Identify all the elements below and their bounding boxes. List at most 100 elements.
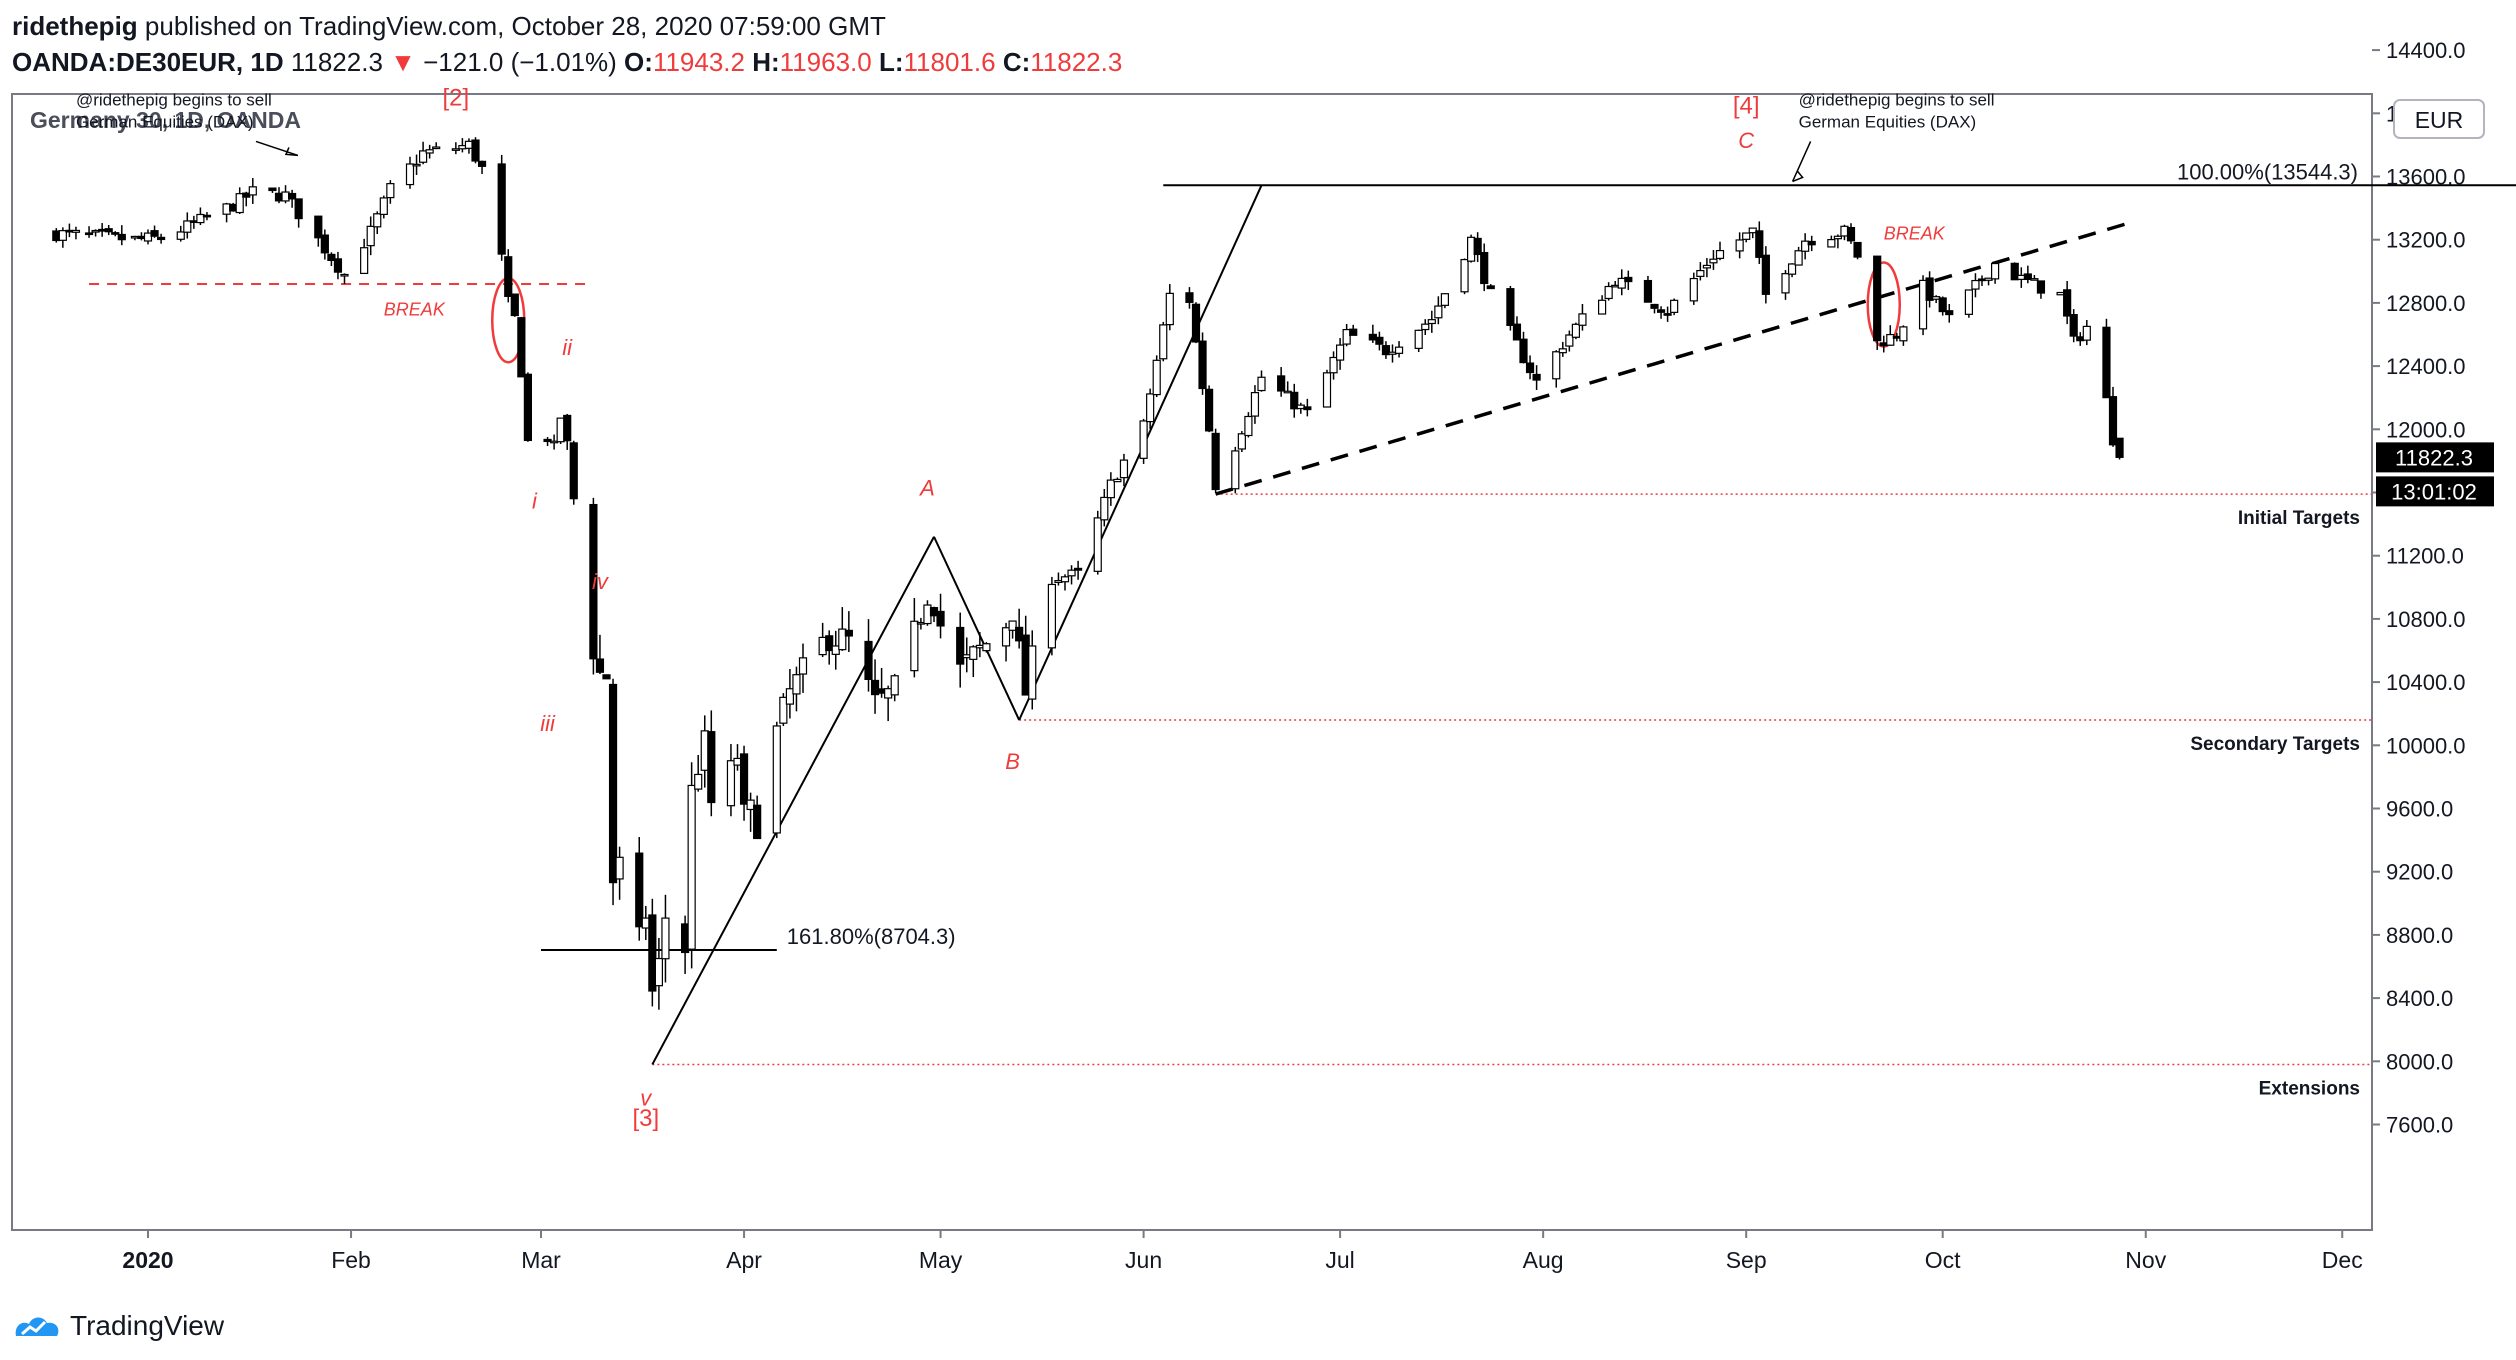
candle-body [1761, 254, 1770, 295]
candle-body [589, 503, 598, 660]
candle-body [510, 293, 519, 317]
candle-body [432, 146, 441, 150]
y-tick-label: 10400.0 [2386, 670, 2466, 695]
candle-body [1886, 333, 1895, 346]
candle-body [654, 957, 664, 987]
candle-body [176, 231, 185, 240]
wave-label: ii [562, 335, 573, 360]
candle-body [1755, 230, 1764, 258]
candle-body [1702, 264, 1712, 269]
candle-body [1375, 336, 1384, 345]
candle-body [1840, 225, 1849, 237]
candle-body [2076, 336, 2085, 342]
candle-body [982, 643, 991, 652]
low-label: L: [878, 47, 904, 77]
candle-body [739, 753, 749, 805]
ohlc-line: OANDA:DE30EUR, 1D 11822.3 ▼ −121.0 (−1.0… [12, 44, 1122, 80]
candle-body [1342, 328, 1351, 345]
candle-body [844, 629, 853, 637]
candle-body [1748, 227, 1757, 234]
candle-body [2063, 289, 2072, 317]
tradingview-logo-icon[interactable] [12, 1312, 62, 1340]
y-tick-label: 12800.0 [2386, 291, 2466, 316]
candle-body [1512, 323, 1522, 341]
y-tick-label: 10000.0 [2386, 733, 2466, 758]
wave-label: C [1738, 128, 1754, 153]
symbol-label[interactable]: OANDA:DE30EUR, 1D [12, 47, 284, 77]
candles [52, 137, 2124, 1010]
candle-body [1185, 292, 1194, 303]
candle-body [956, 626, 965, 665]
footer: TradingView [12, 1306, 224, 1346]
candle-body [1663, 313, 1672, 316]
candle-body [1715, 249, 1725, 259]
candle-body [1964, 289, 1974, 315]
note-text: @ridethepig begins to sell [1799, 90, 1995, 109]
candle-body [517, 317, 526, 378]
candle-body [1146, 393, 1155, 423]
candle-body [1781, 273, 1790, 294]
candle-body [1486, 285, 1495, 290]
y-tick-label: 8000.0 [2386, 1049, 2453, 1074]
candle-body [2102, 326, 2111, 399]
wave-label: iv [592, 569, 610, 594]
candle-body [360, 247, 369, 275]
currency-button[interactable]: EUR [2393, 99, 2485, 139]
candle-body [785, 688, 795, 705]
countdown-label: 13:01:02 [2391, 479, 2477, 504]
candle-body [1015, 626, 1024, 642]
candle-body [779, 696, 788, 724]
candle-body [1368, 333, 1377, 341]
close-value: 11822.3 [1030, 47, 1123, 77]
candle-body [242, 192, 251, 198]
candle-body [294, 198, 303, 220]
candle-body [753, 804, 762, 840]
candle-body [1990, 262, 2000, 280]
trendline [651, 536, 935, 1065]
wave-label: [3] [632, 1105, 659, 1132]
candle-body [1807, 240, 1816, 246]
wave-label: [2] [443, 84, 470, 111]
candle-body [327, 253, 336, 262]
candle-body [1604, 285, 1613, 300]
candle-body [1414, 329, 1423, 349]
candle-body [1558, 348, 1567, 354]
candle-body [1277, 375, 1286, 392]
publish-line: ridethepig published on TradingView.com,… [12, 8, 1122, 44]
candle-body [1303, 406, 1312, 411]
x-tick-label: May [919, 1247, 963, 1273]
candle-body [1211, 432, 1220, 491]
open-value: 11943.2 [652, 47, 745, 77]
candle-body [1434, 305, 1443, 319]
candle-body [2108, 396, 2118, 446]
candle-body [248, 186, 257, 196]
currency-label: EUR [2415, 107, 2464, 133]
note-arrowhead [1792, 170, 1804, 183]
candle-body [58, 230, 67, 241]
fib-level-label: 161.80%(8704.3) [787, 924, 956, 949]
candle-body [183, 220, 192, 233]
candle-body [1021, 634, 1030, 696]
candle-body [2115, 437, 2124, 458]
candle-body [1335, 344, 1345, 361]
candle-body [1846, 226, 1856, 242]
candle-body [386, 183, 395, 199]
time-axis[interactable]: 2020 Feb Mar Apr May Jun Jul Aug Sep Oct Nov Dec [122, 1230, 2363, 1273]
candle-body [477, 160, 487, 167]
publish-info: published on TradingView.com, October 28… [144, 11, 886, 41]
price-chart[interactable]: Germany 30, 1D, OANDA Initial Targets Sec… [0, 0, 2516, 1300]
candle-body [608, 683, 618, 884]
candle-body [563, 414, 572, 442]
candle-body [405, 163, 415, 186]
candle-body [1938, 297, 1947, 313]
price-axis[interactable]: 7600.0 8000.0 8400.0 8800.0 9200.0 9600.0 1000… [2372, 38, 2466, 1138]
brand-name[interactable]: TradingView [70, 1310, 225, 1341]
note-text: German Equities (DAX) [76, 112, 254, 131]
down-arrow-icon: ▼ [390, 47, 416, 77]
x-tick-label: Aug [1523, 1247, 1564, 1273]
target-level-label: Extensions [2259, 1078, 2360, 1099]
break-circle [1866, 261, 1901, 348]
candle-body [910, 620, 919, 672]
author-name[interactable]: ridethepig [12, 11, 138, 41]
candle-body [569, 442, 578, 500]
